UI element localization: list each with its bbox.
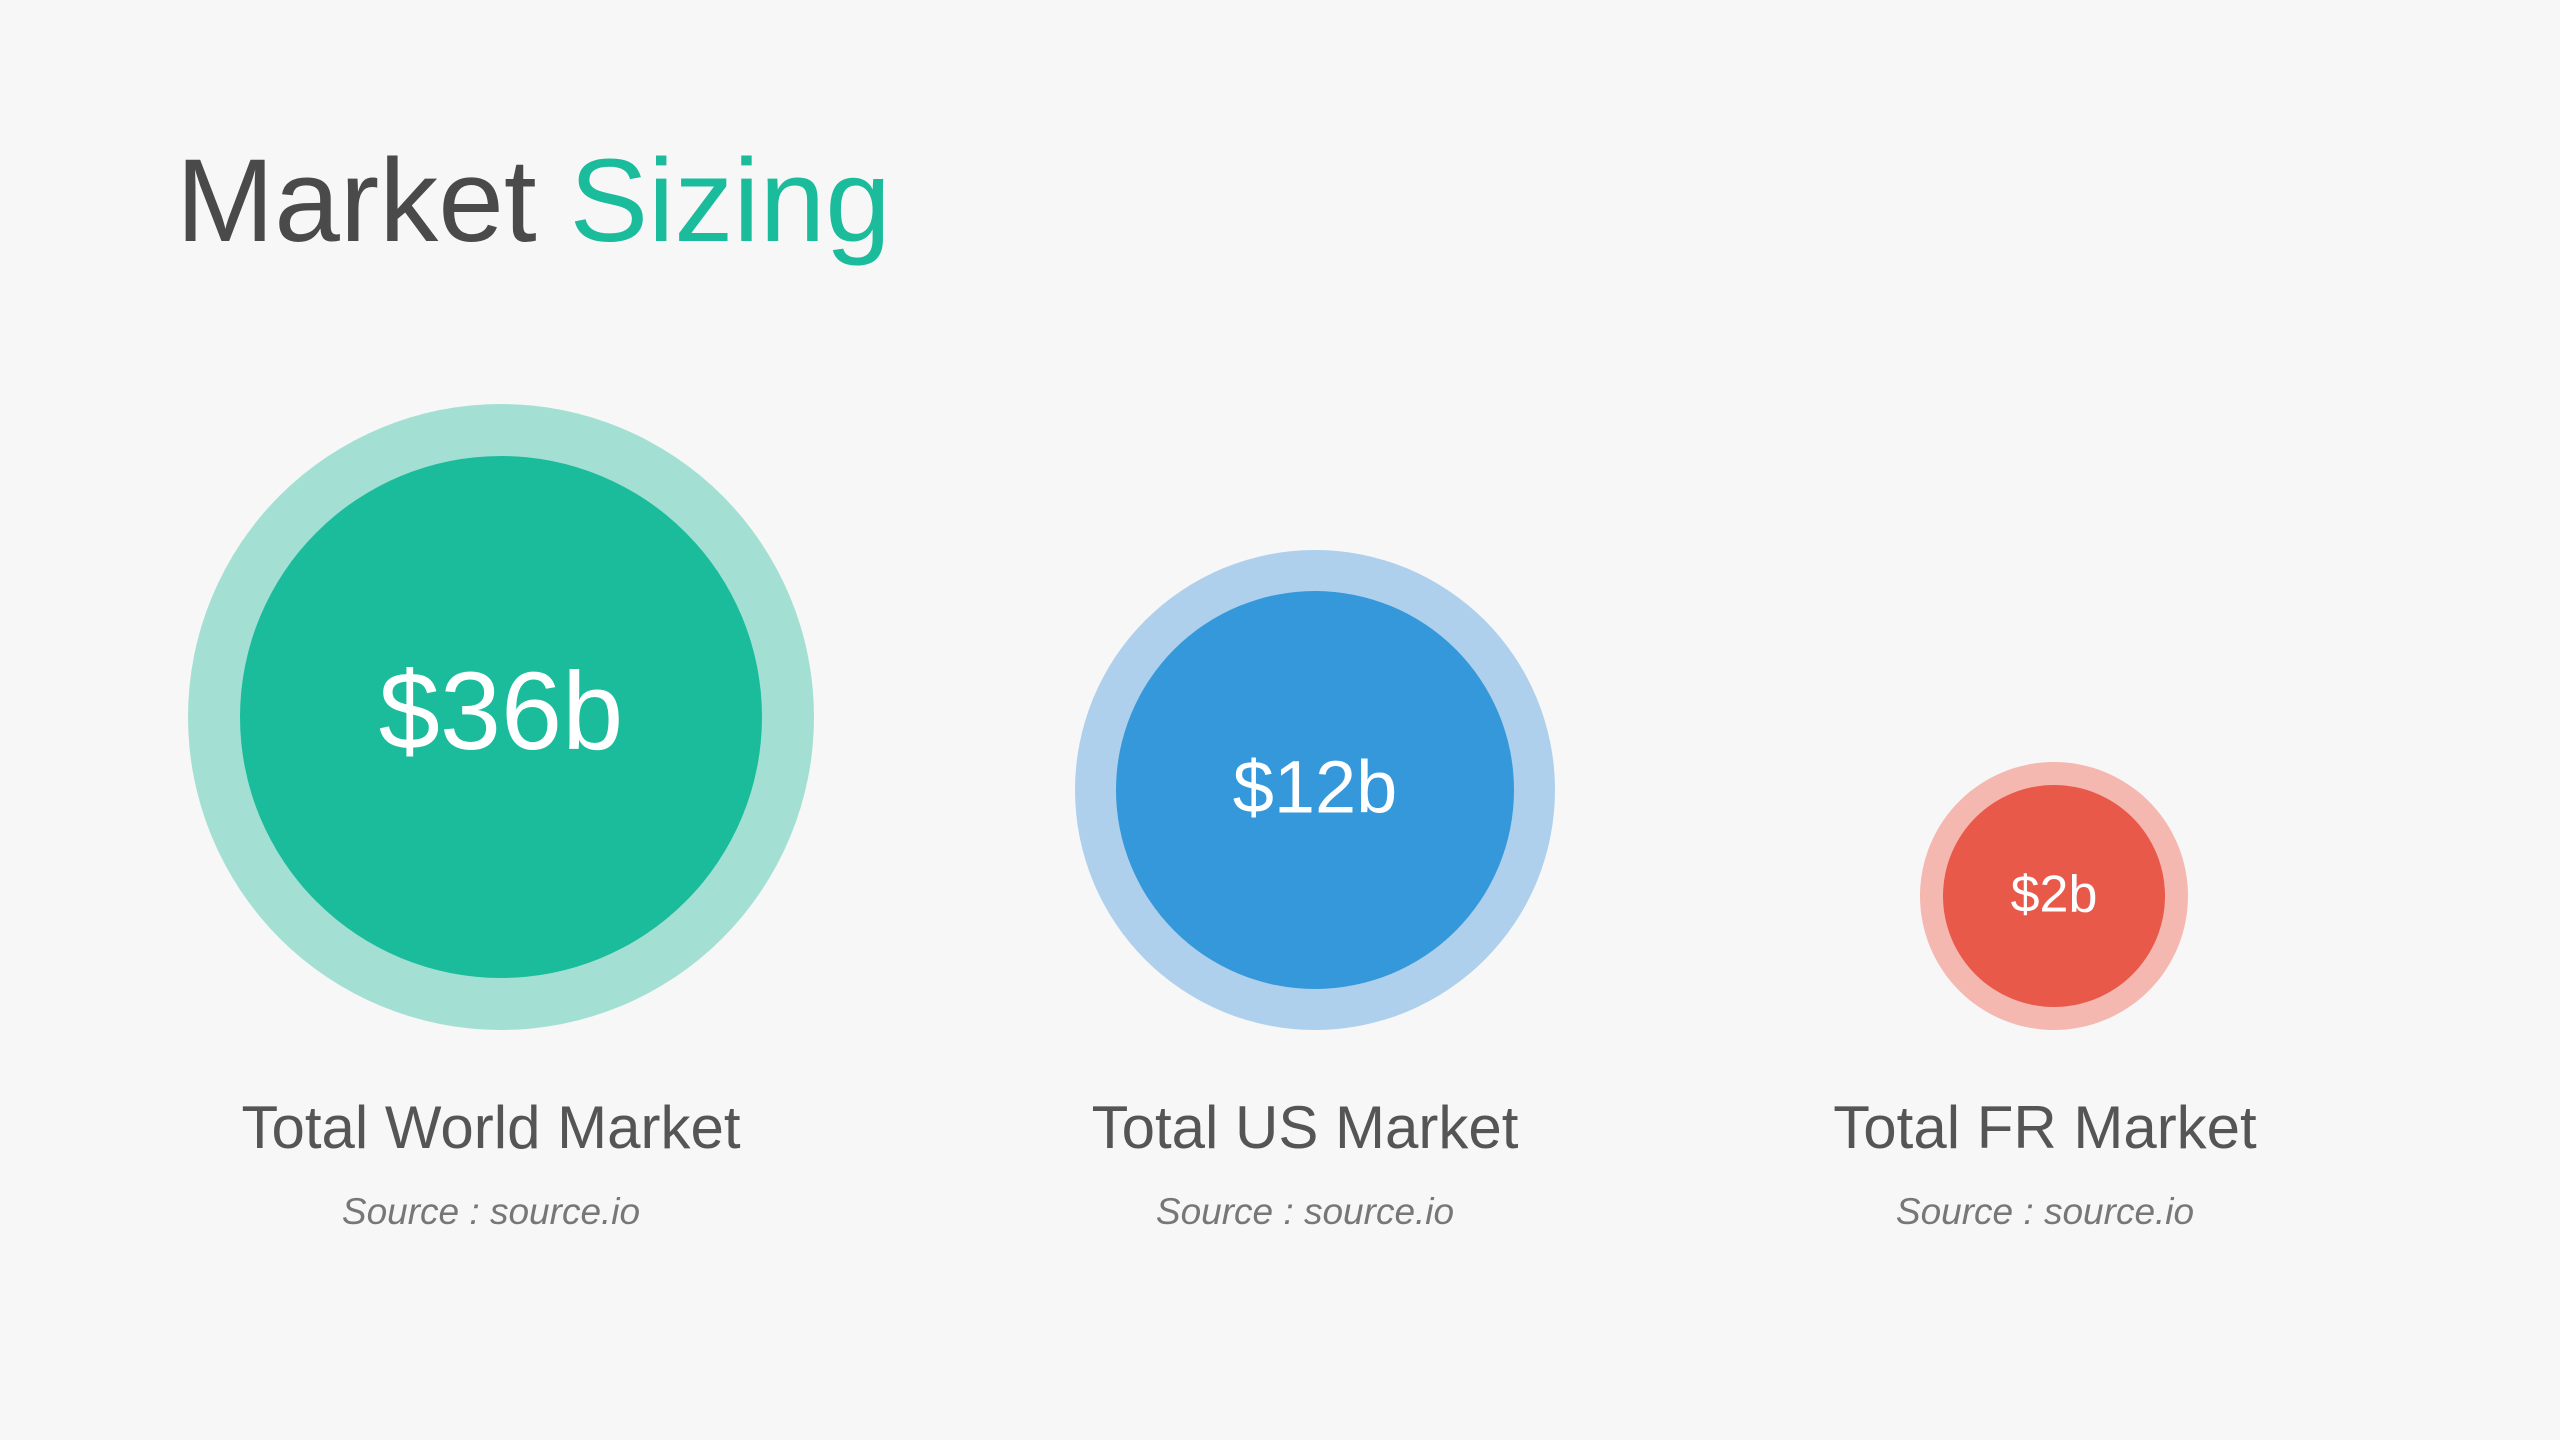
inner-circle	[1116, 591, 1514, 989]
market-fr: $2b Total FR Market Source : source.io	[1833, 762, 2257, 1232]
market-label: Total US Market	[1092, 1094, 1519, 1161]
market-source: Source : source.io	[1896, 1191, 2194, 1232]
market-value: $2b	[2011, 866, 2098, 924]
title-lead: Market	[176, 135, 537, 267]
market-source: Source : source.io	[342, 1191, 640, 1232]
inner-circle	[1943, 785, 2165, 1007]
market-value: $12b	[1233, 746, 1398, 829]
market-us: $12b Total US Market Source : source.io	[1075, 550, 1555, 1232]
inner-circle	[240, 456, 762, 978]
market-value: $36b	[379, 650, 624, 773]
market-world: $36b Total World Market Source : source.…	[188, 404, 814, 1232]
slide-title: Market Sizing	[176, 135, 891, 267]
market-source: Source : source.io	[1156, 1191, 1454, 1232]
market-label: Total FR Market	[1833, 1094, 2257, 1161]
title-highlight: Sizing	[569, 135, 890, 267]
market-label: Total World Market	[241, 1094, 740, 1161]
